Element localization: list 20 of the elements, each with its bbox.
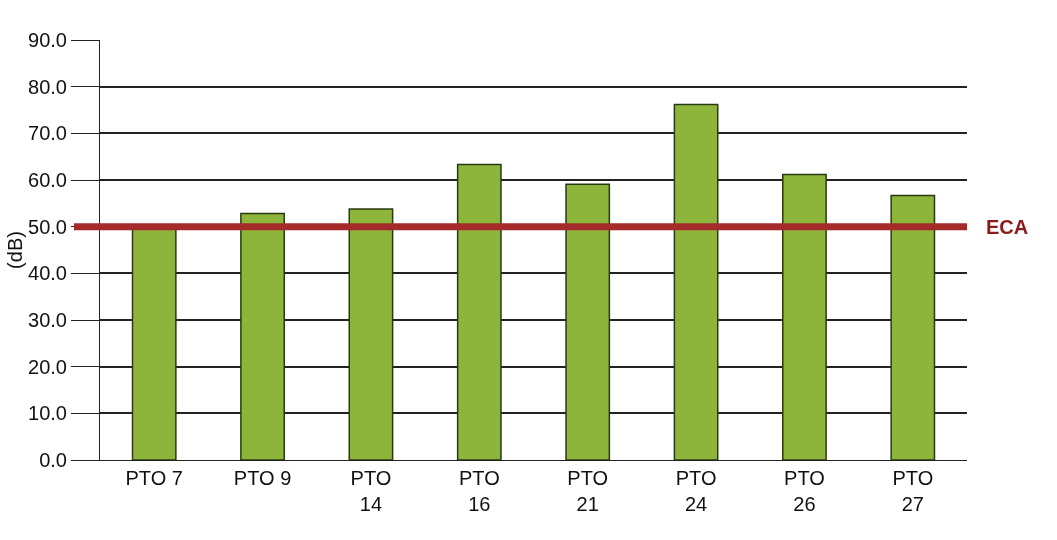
x-tick-label: PTO 16 [458,467,500,515]
y-tick-label: 70.0 [28,122,67,145]
ref-line-label: ECA [986,216,1029,238]
x-tick-label: PTO 27 [892,467,934,515]
x-tick-label: PTO 21 [567,467,609,515]
y-tick-label: 50.0 [28,215,67,238]
x-tick-label: PTO 24 [675,467,717,515]
x-tick-label: PTO 7 [125,467,183,489]
y-tick-label: 40.0 [28,262,67,285]
y-tick-label: 20.0 [28,355,67,378]
y-tick-label: 60.0 [28,169,67,191]
y-tick-label: 0.0 [39,449,67,471]
x-tick-label: PTO 26 [784,467,825,515]
y-tick-label: 10.0 [28,402,67,425]
y-tick-label: 80.0 [28,75,67,98]
y-tick-label: 30.0 [28,309,67,331]
x-tick-label: PTO 14 [350,467,392,515]
y-tick-label: 90.0 [28,29,67,51]
y-axis-title: (dB) [3,231,26,269]
x-tick-label: PTO 9 [233,467,292,489]
